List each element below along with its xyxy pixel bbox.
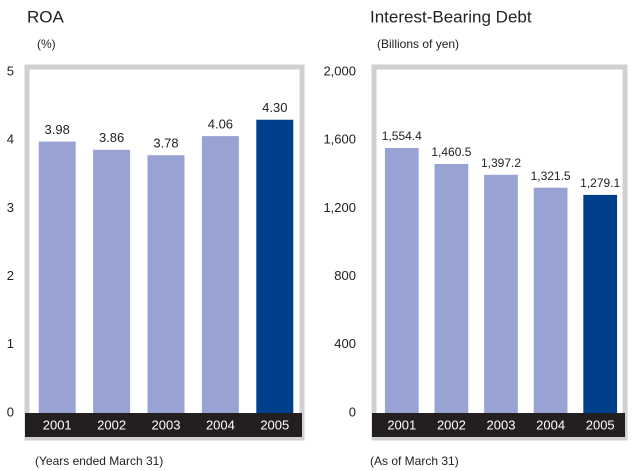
bar	[533, 187, 568, 413]
x-tick-label: 2004	[206, 417, 235, 432]
value-label: 1,554.4	[382, 129, 422, 143]
bar	[384, 147, 419, 413]
y-tick-label: 0	[7, 404, 14, 419]
value-label: 1,279.1	[580, 176, 620, 190]
y-tick-label: 800	[334, 268, 356, 283]
bar	[93, 149, 131, 414]
x-tick-label: 2005	[260, 417, 289, 432]
value-label: 1,321.5	[531, 169, 571, 183]
bar	[201, 136, 239, 413]
chart-subtitle: (%)	[37, 37, 56, 51]
category-strip	[372, 413, 625, 437]
y-tick-label: 2	[7, 268, 14, 283]
value-label: 1,397.2	[481, 156, 521, 170]
value-label: 4.30	[262, 100, 287, 115]
y-tick-label: 1,600	[323, 132, 356, 147]
x-tick-label: 2004	[536, 417, 565, 432]
y-tick-label: 1,200	[323, 200, 356, 215]
bar	[256, 119, 294, 414]
bar	[434, 163, 469, 413]
plot-frame	[24, 64, 305, 441]
chart-note: (As of March 31)	[370, 454, 459, 468]
y-tick-label: 3	[7, 200, 14, 215]
y-tick-label: 0	[349, 404, 356, 419]
bar	[38, 141, 76, 413]
category-strip	[25, 413, 302, 437]
x-tick-label: 2001	[387, 417, 416, 432]
chart-note: (Years ended March 31)	[35, 454, 163, 468]
value-label: 4.06	[208, 117, 233, 132]
value-label: 1,460.5	[431, 145, 471, 159]
plot-frame	[371, 64, 628, 441]
x-tick-label: 2005	[586, 417, 615, 432]
x-tick-label: 2002	[97, 417, 126, 432]
chart-subtitle: (Billions of yen)	[377, 37, 459, 51]
value-label: 3.86	[99, 130, 124, 145]
bar	[147, 155, 185, 414]
x-tick-label: 2001	[43, 417, 72, 432]
chart-title: ROA	[27, 7, 65, 26]
chart-title: Interest-Bearing Debt	[370, 7, 532, 26]
bar	[484, 174, 518, 413]
x-tick-label: 2002	[437, 417, 466, 432]
y-tick-label: 5	[7, 63, 14, 78]
value-label: 3.98	[45, 122, 70, 137]
value-label: 3.78	[153, 136, 178, 151]
y-tick-label: 1	[7, 336, 14, 351]
y-tick-label: 400	[334, 336, 356, 351]
bar	[583, 194, 618, 413]
x-tick-label: 2003	[487, 417, 516, 432]
y-tick-label: 4	[7, 132, 14, 147]
y-tick-label: 2,000	[323, 63, 356, 78]
x-tick-label: 2003	[152, 417, 181, 432]
